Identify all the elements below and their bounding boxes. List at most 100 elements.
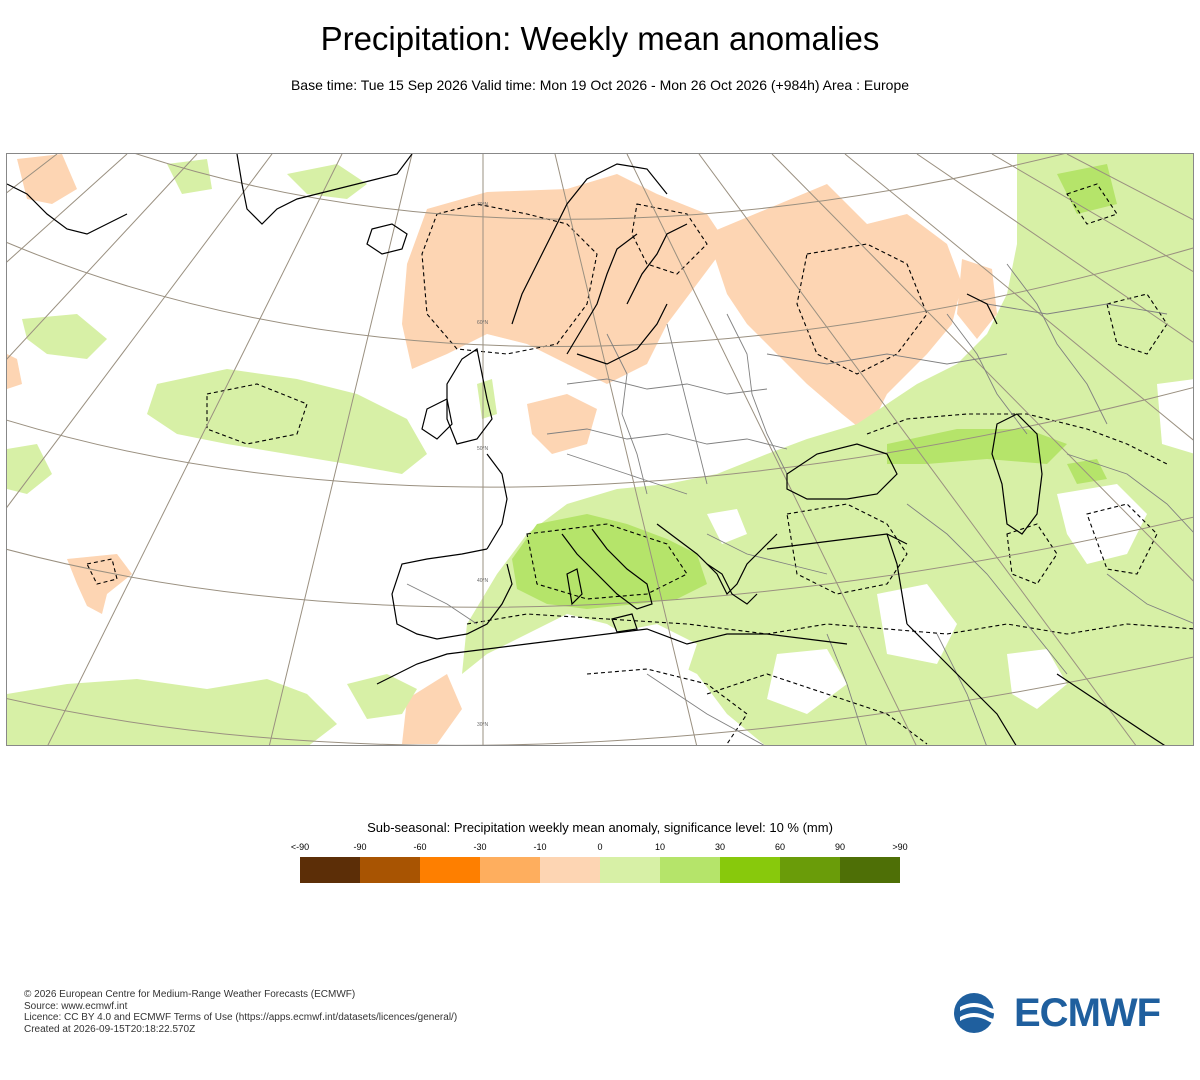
legend-label: -30	[473, 842, 487, 852]
wet-area-iberia-south	[347, 674, 417, 719]
ecmwf-logo[interactable]: ECMWF	[952, 990, 1182, 1036]
legend-label: <-90	[290, 842, 310, 852]
wet-area-west	[22, 314, 107, 359]
legend-label: -90	[353, 842, 367, 852]
dry-area-greenland	[17, 154, 77, 204]
meridian-e40	[771, 154, 1193, 582]
coast-canada	[7, 183, 128, 235]
coast-greece	[706, 563, 758, 605]
coast-britain	[446, 348, 493, 445]
coast-italy	[561, 528, 653, 610]
meridian-w40	[7, 154, 198, 360]
chart-subtitle: Base time: Tue 15 Sep 2026 Valid time: M…	[290, 77, 910, 93]
dry-area-africa	[402, 674, 462, 744]
legend-swatch	[420, 857, 480, 883]
coast-greenland	[236, 154, 413, 225]
wet-area-left	[7, 444, 52, 494]
meridian-e30	[698, 154, 1137, 745]
coast-ireland	[421, 398, 453, 440]
coast-norway	[511, 163, 668, 325]
meridian-e50	[844, 154, 1193, 441]
wet-area-southwest	[7, 679, 337, 745]
neutral-area-6	[1157, 379, 1193, 454]
coast-sweden	[566, 233, 638, 355]
legend-swatch	[720, 857, 780, 883]
meridian-e10	[554, 154, 698, 745]
neutral-area-4	[767, 649, 847, 714]
dry-area-atlantic	[67, 554, 132, 614]
footer-source: Source: www.ecmwf.int	[24, 1000, 128, 1012]
legend-label: >90	[892, 842, 908, 852]
legend-label: 10	[654, 842, 665, 852]
legend-swatch	[540, 857, 600, 883]
coastlines	[7, 154, 1166, 745]
ecmwf-logo-icon	[954, 993, 1006, 1033]
legend-swatch	[780, 857, 840, 883]
parallel-60	[7, 241, 1193, 347]
wet-strong-caspian	[1067, 459, 1107, 484]
lat-label-30: 30°N	[477, 722, 489, 728]
lat-label-60: 60°N	[477, 320, 489, 326]
legend-label: 90	[834, 842, 845, 852]
legend-swatch	[840, 857, 900, 883]
coast-finland	[626, 223, 688, 305]
neutral-area-1	[1057, 484, 1147, 564]
coast-red-sea	[906, 623, 1017, 745]
latitude-labels: 70°N 60°N 50°N 40°N 30°N	[477, 202, 489, 728]
footer-created: Created at 2026-09-15T20:18:22.570Z	[24, 1023, 196, 1035]
footer-licence: Licence: CC BY 4.0 and ECMWF Terms of Us…	[24, 1012, 458, 1023]
meridian-w50	[7, 154, 128, 263]
coast-france-west	[486, 453, 508, 550]
legend-swatch	[660, 857, 720, 883]
map-svg: 70°N 60°N 50°N 40°N 30°N	[7, 154, 1193, 745]
dry-area-russia	[707, 184, 962, 434]
wet-strong-black-sea	[887, 429, 1067, 464]
dry-area-left-edge	[7, 354, 22, 389]
graticule	[7, 154, 1193, 745]
ecmwf-logo-text: ECMWF	[1014, 990, 1161, 1035]
coast-sardinia	[566, 568, 583, 606]
wet-area-greenland	[167, 159, 212, 194]
legend-label: 30	[714, 842, 725, 852]
lat-label-40: 40°N	[477, 578, 489, 584]
meridian-w30	[7, 154, 273, 508]
legend-label: -60	[413, 842, 427, 852]
neutral-areas	[607, 379, 1193, 714]
lat-label-70: 70°N	[477, 202, 489, 208]
dry-area-north-sea	[527, 394, 597, 454]
coast-black-sea	[786, 443, 898, 500]
coast-sicily	[611, 613, 638, 633]
parallel-40	[7, 516, 1193, 608]
legend-swatch	[300, 857, 360, 883]
legend-swatch	[360, 857, 420, 883]
legend-title: Sub-seasonal: Precipitation weekly mean …	[367, 820, 833, 835]
coast-levant	[886, 533, 908, 625]
map-panel[interactable]: 70°N 60°N 50°N 40°N 30°N	[6, 153, 1194, 746]
coast-iceland	[366, 223, 408, 255]
coast-africa-north	[376, 628, 848, 685]
parallel-30	[7, 656, 1193, 745]
chart-title: Precipitation: Weekly mean anomalies	[320, 20, 880, 57]
significance-contours	[86, 183, 1193, 745]
neutral-area-7	[707, 509, 747, 544]
meridian-e70	[991, 154, 1193, 273]
wet-area-arctic	[287, 164, 367, 199]
wet-area-atlantic-mid	[147, 369, 427, 474]
neutral-area-3	[607, 624, 697, 679]
legend-swatch	[480, 857, 540, 883]
lat-label-50: 50°N	[477, 446, 489, 452]
legend-colorbar	[300, 857, 900, 883]
meridian-w20	[47, 154, 343, 745]
legend-label: 60	[774, 842, 785, 852]
neutral-area-5	[1007, 649, 1067, 709]
coast-turkey	[766, 533, 908, 550]
legend-label: 0	[597, 842, 603, 852]
legend-swatch	[600, 857, 660, 883]
coast-caspian	[991, 413, 1043, 535]
meridian-e60	[916, 154, 1193, 343]
coast-iberia	[391, 548, 513, 640]
coast-baltic	[576, 303, 668, 365]
neutral-area-2	[877, 584, 957, 664]
legend-labels: <-90 -90 -60 -30 -10 0 10 30 60 90 >90	[270, 842, 930, 854]
parallel-50	[7, 387, 1193, 488]
